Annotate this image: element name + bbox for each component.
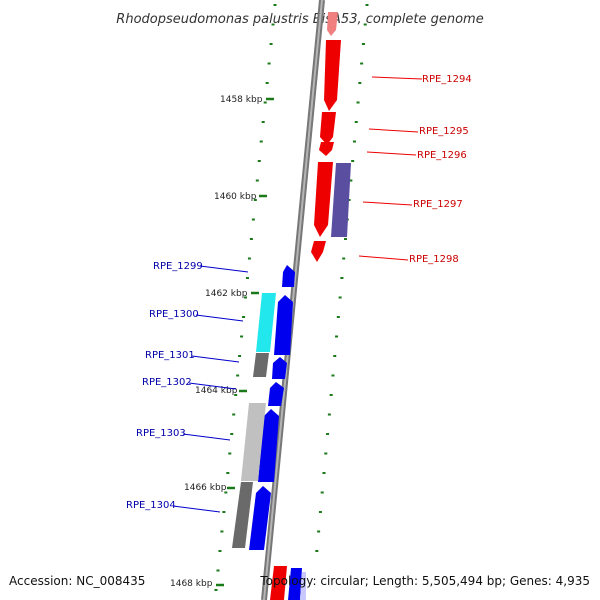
scale-label-1458: 1458 kbp [220,95,263,105]
gene-feature-rpe-1303-homolog[interactable] [241,403,266,481]
gene-feature-rpe-1298[interactable] [311,241,326,262]
major-tick-marks [216,97,274,587]
gene-label-rpe-1295[interactable]: RPE_1295 [419,126,469,137]
gene-label-rpe-1304[interactable]: RPE_1304 [126,500,176,511]
gene-feature-rpe-1301[interactable] [272,357,287,379]
scale-label-1466: 1466 kbp [184,483,227,493]
forward-strand-features [270,12,351,600]
gene-label-rpe-1301[interactable]: RPE_1301 [145,350,195,361]
gene-feature-rpe-1297-overlap[interactable] [331,163,351,237]
gene-feature-rpe-1300[interactable] [274,295,293,355]
gene-feature-rpe-1300-homolog[interactable] [256,293,276,352]
gene-feature-rpe-1297[interactable] [314,162,333,237]
inner-tick-track [214,4,277,591]
gene-label-rpe-1298[interactable]: RPE_1298 [409,254,459,265]
genome-backbone [261,0,325,600]
gene-feature-bottom-pale[interactable] [300,572,306,600]
gene-label-rpe-1297[interactable]: RPE_1297 [413,199,463,210]
genome-title: Rhodopseudomonas palustris BisA53, compl… [116,12,483,27]
accession-text: Accession: NC_008435 [9,574,146,588]
scale-label-1464: 1464 kbp [195,386,238,396]
gene-feature-rpe-1294[interactable] [324,40,341,111]
scale-labels: 1458 kbp 1460 kbp 1462 kbp 1464 kbp 1466… [170,95,263,589]
gene-feature-rpe-1304[interactable] [249,486,271,550]
gene-label-rpe-1302[interactable]: RPE_1302 [142,377,192,388]
gene-feature-bottom-blue[interactable] [288,568,302,600]
gene-feature-rpe-1301-homolog[interactable] [253,353,269,377]
scale-label-1468: 1468 kbp [170,579,213,589]
gene-feature-rpe-1295[interactable] [320,112,336,145]
gene-feature-top-arrow[interactable] [327,12,338,36]
topology-text: Topology: circular; Length: 5,505,494 bp… [260,574,590,588]
scale-label-1462: 1462 kbp [205,289,248,299]
gene-label-rpe-1294[interactable]: RPE_1294 [422,74,472,85]
gene-feature-bottom-red[interactable] [270,566,287,600]
gene-feature-rpe-1296[interactable] [319,142,334,156]
gene-feature-rpe-1302[interactable] [268,382,284,406]
gene-feature-rpe-1299[interactable] [282,265,295,287]
gene-label-rpe-1296[interactable]: RPE_1296 [417,150,467,161]
forward-gene-labels: RPE_1294 RPE_1295 RPE_1296 RPE_1297 RPE_… [358,74,472,265]
gene-feature-rpe-1304-homolog[interactable] [232,482,253,548]
reverse-strand-features [232,265,295,550]
gene-label-rpe-1299[interactable]: RPE_1299 [153,261,203,272]
scale-label-1460: 1460 kbp [214,192,257,202]
reverse-gene-labels: RPE_1299 RPE_1300 RPE_1301 RPE_1302 RPE_… [126,261,249,513]
gene-label-rpe-1303[interactable]: RPE_1303 [136,428,186,439]
gene-label-rpe-1300[interactable]: RPE_1300 [149,309,199,320]
outer-tick-track [315,4,369,552]
